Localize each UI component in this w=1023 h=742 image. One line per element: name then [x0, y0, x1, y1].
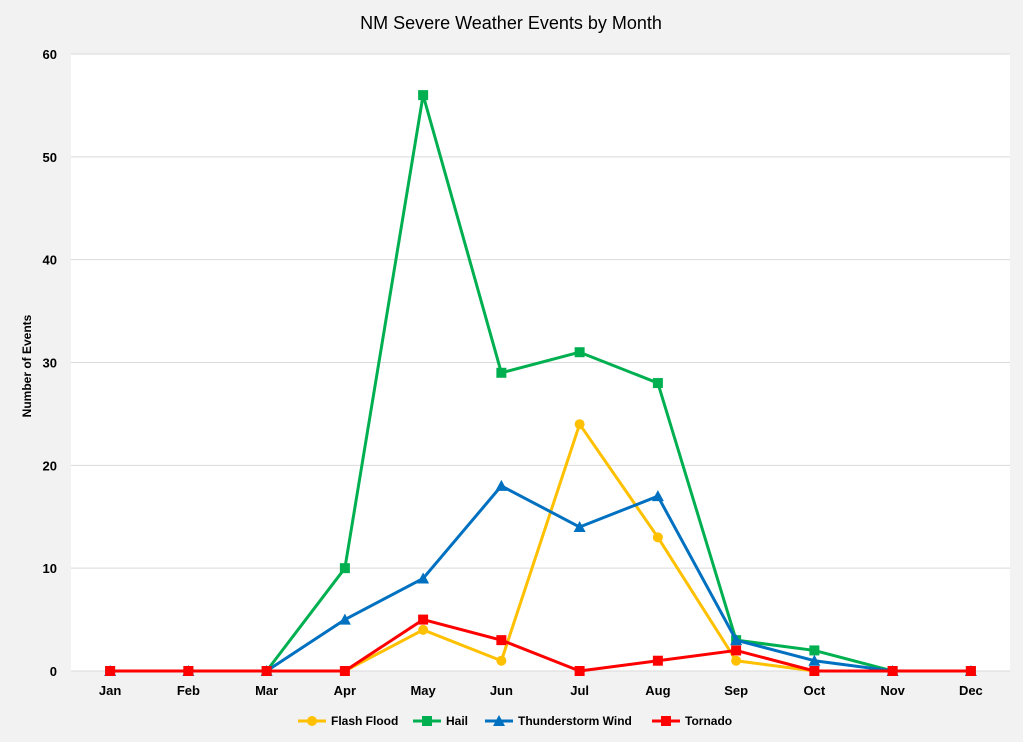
data-point-tornado — [418, 614, 429, 625]
y-tick-label: 60 — [43, 47, 57, 62]
data-point-tornado — [339, 666, 350, 676]
data-point-flash-flood — [652, 532, 663, 543]
x-tick-label: May — [410, 683, 436, 698]
data-point-tornado — [496, 635, 507, 646]
data-point-flash-flood — [731, 655, 742, 666]
x-tick-label: Aug — [645, 683, 670, 698]
data-point-hail — [496, 367, 507, 378]
legend-label: Hail — [446, 714, 468, 728]
y-tick-label: 30 — [43, 356, 57, 371]
legend-marker — [422, 716, 432, 726]
x-tick-label: Dec — [959, 683, 983, 698]
data-point-tornado — [105, 666, 116, 676]
x-tick-label: Apr — [334, 683, 356, 698]
data-point-tornado — [731, 645, 742, 656]
data-point-flash-flood — [418, 624, 429, 635]
legend-marker — [661, 716, 671, 726]
data-point-hail — [809, 645, 820, 656]
y-tick-label: 0 — [50, 664, 57, 679]
x-tick-label: Jan — [99, 683, 121, 698]
data-point-hail — [652, 378, 663, 389]
data-point-hail — [574, 347, 585, 358]
y-tick-label: 10 — [43, 561, 57, 576]
legend-marker — [307, 716, 317, 726]
x-tick-label: Oct — [804, 683, 826, 698]
data-point-flash-flood — [496, 655, 507, 666]
legend-item-tornado: Tornado — [652, 714, 732, 728]
data-point-flash-flood — [574, 419, 585, 430]
data-point-thunderstorm-wind — [338, 613, 351, 625]
data-point-thunderstorm-wind — [417, 572, 430, 584]
x-tick-label: Jul — [570, 683, 589, 698]
legend: Flash Flood Hail Thunderstorm Wind Tornado — [298, 714, 732, 728]
data-point-tornado — [965, 666, 976, 676]
data-point-tornado — [574, 666, 585, 676]
y-tick-label: 20 — [43, 458, 57, 473]
y-axis-ticks: 0 10 20 30 40 50 60 — [43, 47, 57, 679]
legend-item-hail: Hail — [413, 714, 468, 728]
data-point-thunderstorm-wind — [730, 634, 743, 646]
legend-label: Tornado — [685, 714, 732, 728]
data-point-tornado — [652, 655, 663, 666]
data-point-thunderstorm-wind — [808, 654, 821, 666]
x-tick-label: Jun — [490, 683, 513, 698]
legend-item-flash-flood: Flash Flood — [298, 714, 398, 728]
x-tick-label: Mar — [255, 683, 278, 698]
data-point-tornado — [261, 666, 272, 676]
data-point-thunderstorm-wind — [573, 521, 586, 533]
x-tick-label: Nov — [880, 683, 905, 698]
legend-item-thunderstorm-wind: Thunderstorm Wind — [485, 714, 632, 728]
y-tick-label: 40 — [43, 253, 57, 268]
series-group — [104, 90, 977, 676]
x-tick-label: Sep — [724, 683, 748, 698]
series-line-tornado — [110, 618, 971, 673]
x-tick-label: Feb — [177, 683, 200, 698]
x-axis-ticks: Jan Feb Mar Apr May Jun Jul Aug Sep Oct Nov Dec — [99, 683, 983, 698]
series-tornado — [105, 614, 976, 676]
y-tick-label: 50 — [43, 150, 57, 165]
data-point-tornado — [809, 666, 820, 676]
data-point-thunderstorm-wind — [651, 490, 664, 502]
data-point-hail — [339, 563, 350, 574]
legend-marker — [493, 715, 505, 726]
data-point-tornado — [183, 666, 194, 676]
data-point-hail — [418, 90, 429, 101]
legend-label: Thunderstorm Wind — [518, 714, 632, 728]
data-point-thunderstorm-wind — [495, 479, 508, 491]
data-point-tornado — [887, 666, 898, 676]
legend-label: Flash Flood — [331, 714, 398, 728]
y-axis-label: Number of Events — [20, 314, 34, 417]
chart-title: NM Severe Weather Events by Month — [360, 13, 662, 33]
